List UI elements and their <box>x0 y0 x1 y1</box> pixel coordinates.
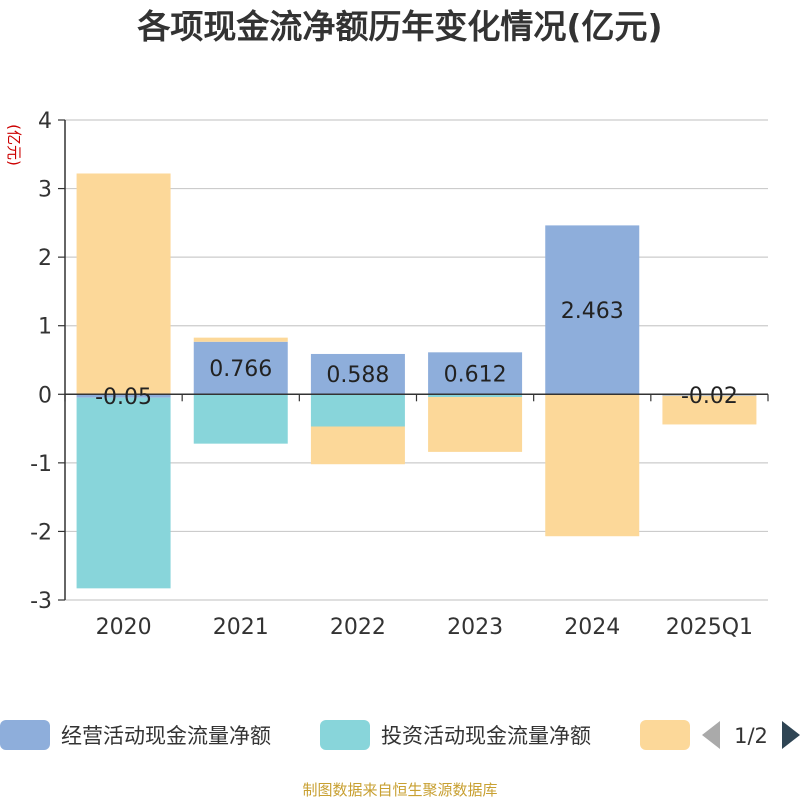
y-tick-label: -3 <box>30 589 52 614</box>
y-tick-label: -1 <box>30 452 52 477</box>
x-tick-label: 2024 <box>564 615 620 640</box>
bar-segment <box>428 397 523 452</box>
triangle-left-icon[interactable] <box>702 721 720 749</box>
y-tick-label: 1 <box>38 315 52 340</box>
triangle-right-icon[interactable] <box>782 721 800 749</box>
bar-segment <box>193 341 288 395</box>
data-label: 0.588 <box>326 363 389 388</box>
data-label: -0.05 <box>95 385 152 410</box>
legend-swatch[interactable] <box>0 720 50 750</box>
x-tick-label: 2020 <box>96 615 152 640</box>
legend-swatch[interactable] <box>320 720 370 750</box>
bars <box>76 173 757 589</box>
legend-label[interactable]: 经营活动现金流量净额 <box>61 724 271 748</box>
bar-segment <box>545 225 640 395</box>
bar-segment <box>662 395 757 425</box>
x-tick-label: 2022 <box>330 615 386 640</box>
bar-segment <box>310 426 405 465</box>
data-label: 0.612 <box>444 362 507 387</box>
data-label: 0.766 <box>209 357 272 382</box>
bar-segment <box>310 394 405 427</box>
y-tick-label: 2 <box>38 246 52 271</box>
bar-segment <box>193 337 288 342</box>
y-tick-label: 3 <box>38 178 52 203</box>
x-tick-label: 2021 <box>213 615 269 640</box>
legend-swatch[interactable] <box>640 720 690 750</box>
x-tick-label: 2025Q1 <box>666 615 753 640</box>
bar-segment <box>428 352 523 395</box>
data-source-note: 制图数据来自恒生聚源数据库 <box>302 781 497 799</box>
data-label: -0.02 <box>681 384 738 409</box>
bar-segment <box>193 394 288 444</box>
data-label: 2.463 <box>561 299 624 324</box>
legend-page-indicator: 1/2 <box>734 724 768 748</box>
legend-label[interactable]: 投资活动现金流量净额 <box>381 724 591 748</box>
bar-segment <box>310 353 405 395</box>
data-labels: -0.05 0.766 0.588 0.612 2.463 -0.02 <box>95 299 738 410</box>
axes: 4 3 2 1 0 -1 -2 -3 2020 2021 2022 2023 2024 2025Q1 <box>30 109 769 640</box>
bar-segment <box>76 173 171 395</box>
y-axis-unit-label: (亿元) <box>5 124 23 166</box>
bar-segment <box>76 394 171 398</box>
bar-segment <box>76 397 171 589</box>
legend: 经营活动现金流量净额 投资活动现金流量净额 1/2 <box>0 720 800 750</box>
grid-lines <box>65 119 768 601</box>
chart-title: 各项现金流净额历年变化情况(亿元) <box>136 7 662 46</box>
x-tick-label: 2023 <box>447 615 503 640</box>
y-tick-label: 0 <box>38 383 52 408</box>
y-tick-label: -2 <box>30 520 52 545</box>
bar-segment <box>428 394 523 398</box>
y-tick-label: 4 <box>38 109 52 134</box>
bar-segment <box>545 394 640 537</box>
